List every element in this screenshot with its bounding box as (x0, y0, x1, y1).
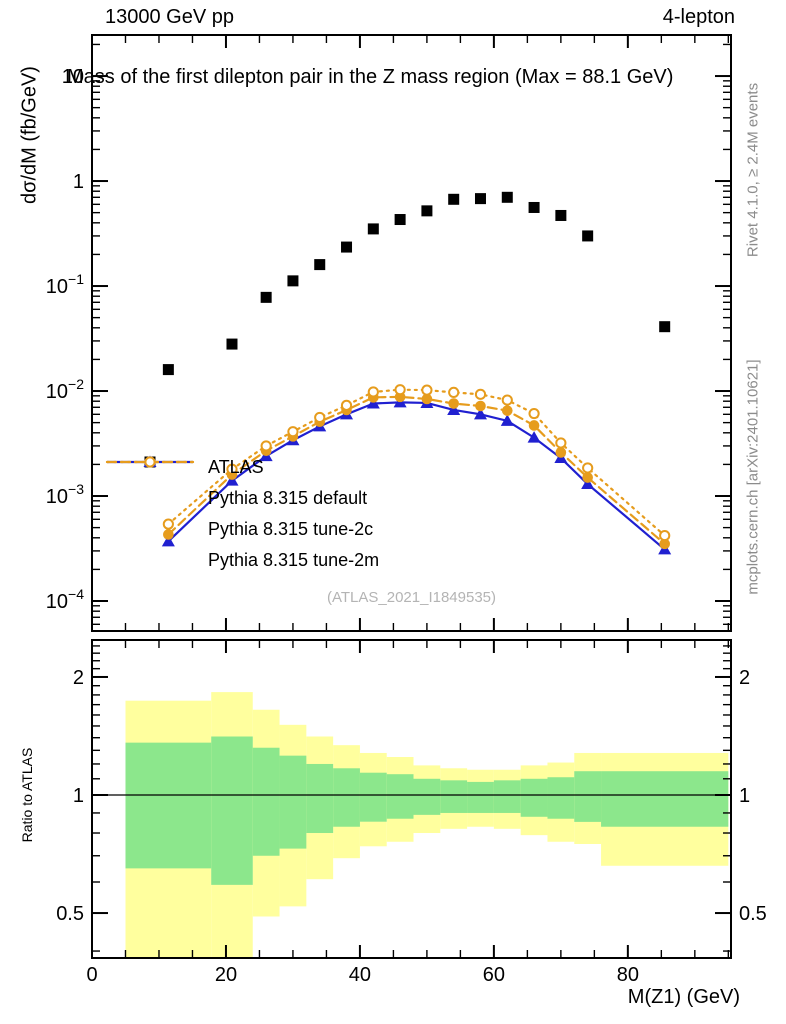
x-axis-title: M(Z1) (GeV) (627, 986, 740, 1008)
model-curves (167, 388, 666, 551)
x-tick-label: 60 (483, 964, 505, 986)
ratio-y-tick-label-left: 1 (73, 785, 84, 807)
stat-uncertainty-band-bin (601, 771, 729, 827)
stat-uncertainty-band-bin (440, 780, 468, 813)
stat-uncertainty-band-bin (306, 763, 334, 834)
axis-ticks (91, 35, 731, 958)
ratio-y-tick-label-right: 2 (739, 667, 750, 689)
process-label: 4-lepton (662, 6, 735, 28)
stat-uncertainty-band-bin (574, 771, 602, 822)
stat-uncertainty-band-bin (547, 777, 575, 819)
stat-uncertainty-band-bin (333, 768, 360, 827)
legend-label-pythia-tune2c: Pythia 8.315 tune-2c (208, 519, 374, 539)
atlas-data-points (162, 191, 671, 376)
stat-uncertainty-band-bin (413, 778, 441, 815)
stat-uncertainty-band-bin (520, 778, 548, 817)
stat-uncertainty-band-bin (125, 742, 212, 869)
ratio-y-tick-label-left: 0.5 (56, 903, 84, 925)
tick-labels: 10 1 10−1 10−2 10−3 10−4 0 20 40 60 80 0.5 0.5 1 1 2 2 (46, 66, 767, 986)
legend-row-pythia-tune2c: Pythia 8.315 tune-2c (105, 456, 379, 545)
stat-uncertainty-band-bin (211, 736, 253, 885)
main-y-axis-title: dσ/dM (fb/GeV) (18, 66, 41, 204)
x-tick-label: 0 (86, 964, 97, 986)
legend-row-pythia-default: Pythia 8.315 default (105, 455, 379, 514)
plot-title: Mass of the first dilepton pair in the Z… (67, 66, 674, 88)
ratio-y-axis-title: Ratio to ATLAS (19, 747, 35, 843)
main-y-tick-label: 10 (62, 66, 84, 88)
main-panel-frame (91, 34, 732, 632)
mcplots-arxiv-note: mcplots.cern.ch [arXiv:2401.10621] (744, 359, 762, 595)
legend-row-pythia-tune2m: Pythia 8.315 tune-2m (105, 456, 380, 576)
rivet-version-note: Rivet 4.1.0, ≥ 2.4M events (744, 82, 762, 258)
main-y-tick-label: 10−2 (46, 376, 84, 403)
main-y-tick-label: 1 (73, 171, 84, 193)
ratio-y-tick-label-left: 2 (73, 667, 84, 689)
curve-pythia-8-315-tune-2c (167, 395, 666, 545)
main-y-tick-label: 10−1 (46, 271, 84, 298)
x-tick-label: 20 (215, 964, 237, 986)
markers-pythia-8-315-tune-2c (163, 391, 670, 550)
markers-pythia-8-315-tune-2m (162, 384, 671, 542)
pythia-tune2c-circle-marker-icon (105, 456, 195, 540)
analysis-id-watermark: (ATLAS_2021_I1849535) (326, 589, 496, 606)
legend-label-pythia-tune2m: Pythia 8.315 tune-2m (208, 550, 380, 570)
main-y-tick-label: 10−3 (46, 481, 84, 508)
pythia-default-triangle-marker-icon (105, 455, 195, 509)
stat-uncertainty-band-bin (279, 755, 307, 849)
ratio-panel-frame (91, 639, 732, 959)
curve-pythia-8-315-default (167, 401, 666, 551)
curve-pythia-8-315-tune-2m (167, 388, 666, 537)
legend-label-pythia-default: Pythia 8.315 default (208, 488, 368, 508)
stat-uncertainty-band-bin (359, 772, 387, 822)
main-y-tick-label: 10−4 (46, 586, 84, 613)
legend: ATLAS Pythia 8.315 default Pythia 8.315 … (105, 452, 379, 576)
x-tick-label: 40 (349, 964, 371, 986)
ratio-y-tick-label-right: 0.5 (739, 903, 767, 925)
stat-uncertainty-band-bin (467, 781, 494, 813)
ratio-y-tick-label-right: 1 (739, 785, 750, 807)
beam-energy-label: 13000 GeV pp (105, 6, 234, 28)
stat-uncertainty-band-bin (386, 774, 414, 819)
pythia-tune2m-open-circle-marker-icon (105, 456, 195, 571)
stat-uncertainty-band-bin (252, 747, 280, 856)
x-tick-label: 80 (617, 964, 639, 986)
uncertainty-bands (125, 692, 729, 958)
stat-uncertainty-band-bin (493, 780, 521, 813)
legend-label-atlas: ATLAS (208, 457, 264, 477)
